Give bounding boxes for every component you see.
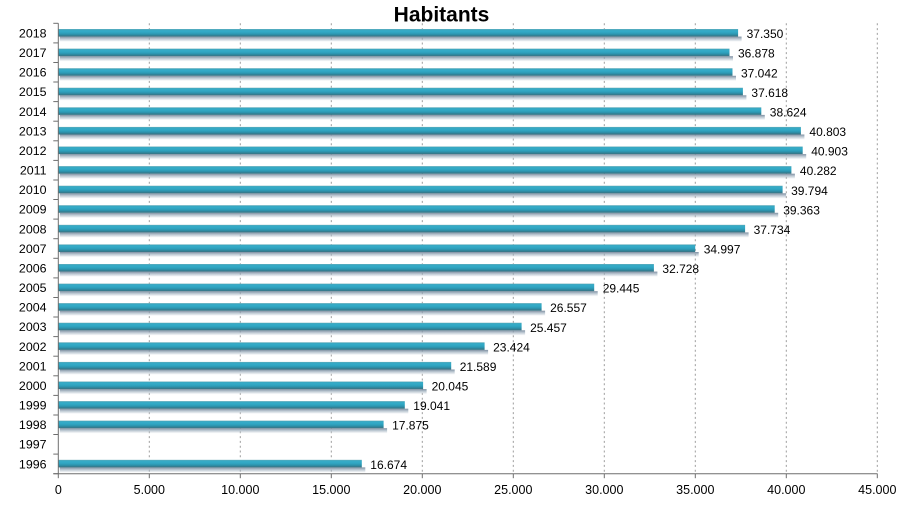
- svg-text:17.875: 17.875: [392, 419, 429, 433]
- svg-text:37.042: 37.042: [741, 66, 778, 80]
- svg-text:37.734: 37.734: [754, 223, 791, 237]
- svg-text:2000: 2000: [19, 379, 47, 393]
- svg-text:15.000: 15.000: [312, 483, 350, 497]
- svg-text:40.903: 40.903: [811, 145, 848, 159]
- svg-text:10.000: 10.000: [221, 483, 259, 497]
- svg-text:39.794: 39.794: [791, 184, 828, 198]
- svg-text:25.457: 25.457: [530, 321, 567, 335]
- svg-text:2015: 2015: [19, 85, 47, 99]
- svg-text:2011: 2011: [20, 164, 47, 178]
- svg-text:2010: 2010: [19, 183, 47, 197]
- svg-text:2005: 2005: [19, 281, 47, 295]
- svg-text:21.589: 21.589: [460, 360, 497, 374]
- svg-text:1996: 1996: [19, 457, 47, 471]
- svg-text:2007: 2007: [19, 242, 47, 256]
- svg-text:26.557: 26.557: [550, 301, 587, 315]
- svg-text:40.282: 40.282: [800, 164, 837, 178]
- svg-text:2012: 2012: [19, 144, 47, 158]
- svg-text:20.045: 20.045: [432, 380, 469, 394]
- svg-text:2013: 2013: [19, 124, 47, 138]
- svg-text:45.000: 45.000: [858, 483, 896, 497]
- svg-text:39.363: 39.363: [783, 203, 820, 217]
- svg-text:40.803: 40.803: [809, 125, 846, 139]
- svg-text:2003: 2003: [19, 320, 47, 334]
- svg-text:2016: 2016: [19, 66, 47, 80]
- svg-text:2018: 2018: [19, 27, 47, 41]
- svg-text:2014: 2014: [19, 105, 47, 119]
- svg-text:20.000: 20.000: [403, 483, 441, 497]
- svg-text:25.000: 25.000: [494, 483, 532, 497]
- svg-text:37.350: 37.350: [747, 27, 784, 41]
- svg-text:16.674: 16.674: [370, 458, 407, 472]
- svg-text:5.000: 5.000: [134, 483, 165, 497]
- svg-text:37.618: 37.618: [751, 86, 788, 100]
- svg-text:2008: 2008: [19, 222, 47, 236]
- svg-text:2004: 2004: [19, 301, 47, 315]
- svg-text:19.041: 19.041: [413, 399, 450, 413]
- svg-text:38.624: 38.624: [770, 105, 807, 119]
- svg-text:36.878: 36.878: [738, 47, 775, 61]
- svg-text:1998: 1998: [19, 418, 47, 432]
- svg-text:30.000: 30.000: [585, 483, 623, 497]
- svg-text:0: 0: [55, 483, 62, 497]
- svg-text:32.728: 32.728: [662, 262, 699, 276]
- svg-text:35.000: 35.000: [676, 483, 714, 497]
- svg-text:23.424: 23.424: [493, 340, 530, 354]
- svg-text:40.000: 40.000: [767, 483, 805, 497]
- svg-text:Habitants: Habitants: [394, 4, 490, 27]
- svg-text:2009: 2009: [19, 203, 47, 217]
- svg-text:2002: 2002: [19, 340, 47, 354]
- svg-text:1997: 1997: [19, 438, 47, 452]
- svg-text:29.445: 29.445: [603, 282, 640, 296]
- svg-text:2001: 2001: [19, 359, 47, 373]
- svg-text:34.997: 34.997: [704, 243, 741, 257]
- svg-text:1999: 1999: [19, 399, 47, 413]
- svg-text:2006: 2006: [19, 262, 47, 276]
- svg-text:2017: 2017: [19, 46, 47, 60]
